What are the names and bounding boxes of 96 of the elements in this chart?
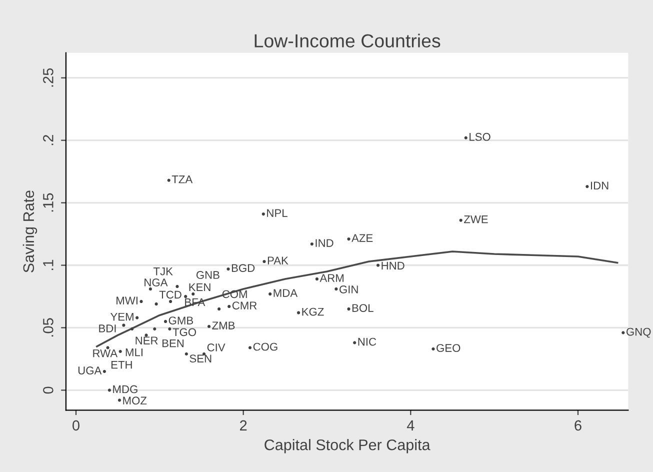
y-tick-label: .25: [43, 68, 54, 87]
x-tick-label: 6: [574, 420, 582, 431]
point: [262, 212, 265, 216]
data-label: GMB: [168, 316, 194, 324]
point: [353, 341, 356, 344]
data-label: HND: [382, 262, 404, 270]
data-label: YEM: [110, 312, 134, 321]
y-tick-label: .15: [43, 193, 54, 212]
point: [464, 136, 468, 140]
point: [310, 242, 314, 246]
point: [296, 311, 300, 314]
point: [459, 218, 462, 222]
point: [118, 398, 122, 402]
point: [130, 327, 134, 331]
data-label: ARM: [320, 274, 344, 282]
point: [376, 264, 380, 267]
data-label: TZA: [172, 176, 193, 184]
data-label: BDI: [99, 324, 116, 332]
point: [164, 320, 168, 324]
point: [622, 331, 625, 334]
point: [122, 324, 126, 327]
data-label: NPL: [267, 209, 288, 217]
data-label: BGD: [232, 264, 255, 272]
data-label: TCD: [159, 290, 182, 299]
data-label: SEN: [190, 354, 212, 362]
point: [168, 300, 172, 304]
data-label: RWA: [93, 349, 118, 358]
x-tick-label: 4: [406, 420, 414, 430]
point: [315, 277, 319, 281]
y-tick-label: .05: [43, 318, 54, 337]
point: [268, 292, 272, 296]
point: [192, 292, 195, 296]
point: [167, 178, 170, 182]
point: [218, 307, 221, 311]
point: [228, 304, 231, 308]
data-label: AZE: [352, 234, 373, 242]
x-axis-title: Capital Stock Per Capita: [264, 439, 430, 454]
data-label: GNQ: [626, 328, 651, 338]
point: [586, 184, 589, 188]
point: [140, 300, 143, 304]
data-label: CIV: [207, 344, 226, 352]
data-label: TJK: [153, 268, 173, 276]
data-label: GIN: [340, 285, 358, 294]
point: [148, 287, 152, 291]
y-axis-title: Saving Rate: [22, 190, 38, 272]
point: [102, 370, 106, 373]
point: [176, 284, 179, 288]
data-label: ETH: [111, 360, 132, 369]
point: [118, 350, 122, 354]
point: [207, 324, 211, 328]
data-label: MOZ: [123, 396, 147, 405]
point: [154, 302, 158, 306]
data-label: BOL: [352, 304, 374, 312]
point: [347, 237, 350, 241]
data-label: IDN: [590, 182, 608, 190]
point: [108, 388, 112, 392]
chart-title: Low-Income Countries: [254, 34, 440, 48]
data-label: TGO: [172, 328, 196, 336]
data-label: PAK: [268, 256, 288, 264]
point: [136, 316, 139, 320]
data-label: BEN: [162, 339, 184, 348]
data-label: COG: [253, 342, 278, 351]
data-label: NGA: [144, 278, 168, 286]
y-tick-label: 0: [43, 386, 54, 394]
data-label: UGA: [78, 366, 102, 374]
data-label: MDA: [274, 289, 298, 297]
y-tick-label: .1: [43, 260, 54, 270]
point: [184, 294, 188, 298]
point: [168, 327, 172, 331]
data-label: NIC: [358, 338, 376, 346]
point: [334, 287, 338, 291]
point: [153, 327, 156, 331]
data-label: IND: [316, 239, 334, 247]
data-label: KEN: [189, 283, 210, 292]
data-label: GNB: [196, 271, 220, 279]
point: [347, 307, 350, 311]
data-label: CMR: [232, 302, 257, 310]
point: [248, 346, 252, 350]
point: [226, 267, 230, 271]
data-label: KGZ: [302, 308, 324, 316]
data-label: MLI: [126, 348, 142, 356]
data-label: MDG: [113, 385, 138, 394]
data-label: LSO: [470, 132, 490, 141]
data-label: MWI: [116, 296, 138, 304]
data-label: ZMB: [212, 322, 235, 330]
x-tick-label: 0: [72, 420, 80, 431]
data-label: ZWE: [464, 216, 488, 224]
point: [432, 347, 435, 351]
data-label: COM: [222, 290, 247, 298]
point: [184, 352, 188, 356]
point: [262, 260, 266, 264]
data-label: NER: [136, 336, 158, 344]
data-label: GEO: [436, 344, 460, 352]
point: [106, 346, 110, 350]
x-tick-label: 2: [240, 420, 247, 430]
y-tick-label: .2: [43, 134, 54, 146]
